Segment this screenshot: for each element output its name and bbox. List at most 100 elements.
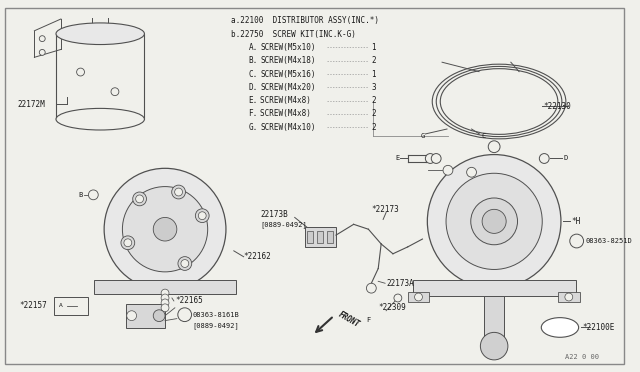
- Text: b.22750  SCREW KIT(INC.K-G): b.22750 SCREW KIT(INC.K-G): [231, 30, 356, 39]
- Text: C: C: [481, 133, 486, 139]
- Circle shape: [488, 141, 500, 153]
- Text: D.: D.: [248, 83, 258, 92]
- Text: [0889-0492]: [0889-0492]: [260, 221, 307, 228]
- Text: G: G: [420, 133, 425, 139]
- Bar: [305, 227, 336, 247]
- Circle shape: [467, 167, 476, 177]
- Text: SCREW(M4x10): SCREW(M4x10): [260, 122, 316, 132]
- Text: E.: E.: [248, 96, 258, 105]
- Text: 3: 3: [371, 83, 376, 92]
- Circle shape: [39, 49, 45, 55]
- Text: a.22100  DISTRIBUTOR ASSY(INC.*): a.22100 DISTRIBUTOR ASSY(INC.*): [231, 16, 379, 25]
- Text: 2: 2: [371, 56, 376, 65]
- Text: 08363-8251D: 08363-8251D: [586, 238, 632, 244]
- Text: FRONT: FRONT: [337, 310, 362, 329]
- Circle shape: [77, 68, 84, 76]
- Text: SCREW(M5x10): SCREW(M5x10): [260, 43, 316, 52]
- Bar: [408, 292, 429, 302]
- Circle shape: [172, 185, 186, 199]
- Circle shape: [415, 293, 422, 301]
- Circle shape: [426, 154, 435, 163]
- Text: *22157: *22157: [20, 301, 47, 310]
- Text: B.: B.: [248, 56, 258, 65]
- Circle shape: [111, 88, 119, 96]
- Text: 2: 2: [371, 122, 376, 132]
- Circle shape: [178, 308, 191, 321]
- Text: 1: 1: [371, 43, 376, 52]
- Bar: [307, 231, 314, 243]
- Text: *H: *H: [572, 217, 581, 226]
- Circle shape: [153, 218, 177, 241]
- Text: SCREW(M4x8): SCREW(M4x8): [260, 96, 316, 105]
- Text: *22162: *22162: [244, 252, 271, 261]
- Text: A.: A.: [248, 43, 258, 52]
- Bar: [327, 231, 333, 243]
- Bar: [94, 280, 236, 294]
- Text: SCREW(M4x20): SCREW(M4x20): [260, 83, 316, 92]
- Text: 2: 2: [371, 109, 376, 118]
- Circle shape: [124, 239, 132, 247]
- Bar: [125, 304, 165, 328]
- Ellipse shape: [541, 318, 579, 337]
- Circle shape: [161, 294, 169, 302]
- Text: 08363-8161B: 08363-8161B: [193, 312, 239, 318]
- Circle shape: [161, 304, 169, 312]
- Text: *22100E: *22100E: [582, 323, 615, 332]
- Text: D: D: [564, 155, 568, 161]
- Text: E: E: [395, 155, 399, 161]
- Circle shape: [481, 332, 508, 360]
- Circle shape: [431, 154, 441, 163]
- Circle shape: [482, 209, 506, 233]
- Circle shape: [428, 154, 561, 288]
- Circle shape: [181, 260, 189, 267]
- Circle shape: [394, 294, 402, 302]
- Text: F: F: [367, 317, 371, 323]
- Text: B: B: [79, 192, 83, 198]
- Text: F.: F.: [248, 109, 258, 118]
- Text: *22173: *22173: [371, 205, 399, 214]
- Bar: [558, 292, 580, 302]
- Text: 2: 2: [371, 96, 376, 105]
- Text: SCREW(M4x8): SCREW(M4x8): [260, 109, 316, 118]
- Circle shape: [540, 154, 549, 163]
- Circle shape: [565, 293, 573, 301]
- Bar: [317, 231, 323, 243]
- Circle shape: [367, 283, 376, 293]
- Text: C.: C.: [248, 70, 258, 78]
- Circle shape: [175, 188, 182, 196]
- Circle shape: [121, 236, 134, 250]
- Text: SCREW(M4x18): SCREW(M4x18): [260, 56, 316, 65]
- Text: *22165: *22165: [175, 296, 203, 305]
- Ellipse shape: [56, 108, 145, 130]
- Circle shape: [446, 173, 542, 269]
- Text: 22173A: 22173A: [386, 279, 414, 288]
- Text: 1: 1: [371, 70, 376, 78]
- Text: *22130: *22130: [543, 102, 571, 111]
- Circle shape: [195, 209, 209, 222]
- Text: A22 0 00: A22 0 00: [565, 354, 599, 360]
- Circle shape: [132, 192, 147, 206]
- Text: 22172M: 22172M: [18, 100, 45, 109]
- Circle shape: [198, 212, 206, 219]
- Circle shape: [88, 190, 98, 200]
- Text: A: A: [59, 303, 63, 308]
- Ellipse shape: [56, 23, 145, 45]
- Circle shape: [104, 168, 226, 290]
- Circle shape: [153, 310, 165, 321]
- Circle shape: [471, 198, 518, 245]
- Circle shape: [136, 195, 143, 203]
- Circle shape: [443, 166, 453, 175]
- Bar: [413, 280, 576, 296]
- Bar: [484, 296, 504, 350]
- Circle shape: [127, 311, 136, 321]
- Text: G.: G.: [248, 122, 258, 132]
- Circle shape: [570, 234, 584, 248]
- Circle shape: [161, 289, 169, 297]
- Text: SCREW(M5x16): SCREW(M5x16): [260, 70, 316, 78]
- Text: 22173B: 22173B: [260, 210, 288, 219]
- Text: *22309: *22309: [378, 303, 406, 312]
- Text: [0889-0492]: [0889-0492]: [193, 322, 239, 329]
- Circle shape: [122, 187, 207, 272]
- Circle shape: [178, 257, 192, 270]
- Bar: [54, 297, 88, 315]
